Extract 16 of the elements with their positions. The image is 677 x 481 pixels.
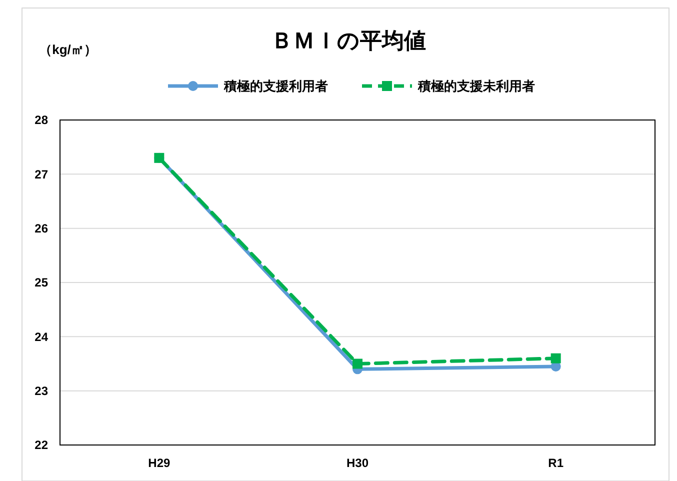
x-tick-label: H30	[346, 456, 369, 470]
y-tick-label: 24	[34, 330, 48, 344]
y-tick-label: 28	[34, 113, 48, 128]
legend-label: 積極的支援未利用者	[417, 78, 535, 94]
y-tick-label: 26	[34, 222, 48, 236]
y-axis-title: （kg/㎡）	[39, 42, 97, 57]
point	[352, 358, 362, 369]
y-tick-label: 27	[34, 167, 48, 182]
point	[550, 353, 561, 364]
chart-title: ＢＭＩの平均値	[271, 28, 426, 53]
x-tick-label: R1	[548, 456, 564, 470]
y-tick-label: 23	[34, 384, 48, 398]
legend-label: 積極的支援利用者	[223, 78, 328, 94]
y-tick-label: 22	[34, 438, 48, 452]
x-tick-label: H29	[148, 456, 170, 470]
y-tick-label: 25	[34, 276, 48, 290]
